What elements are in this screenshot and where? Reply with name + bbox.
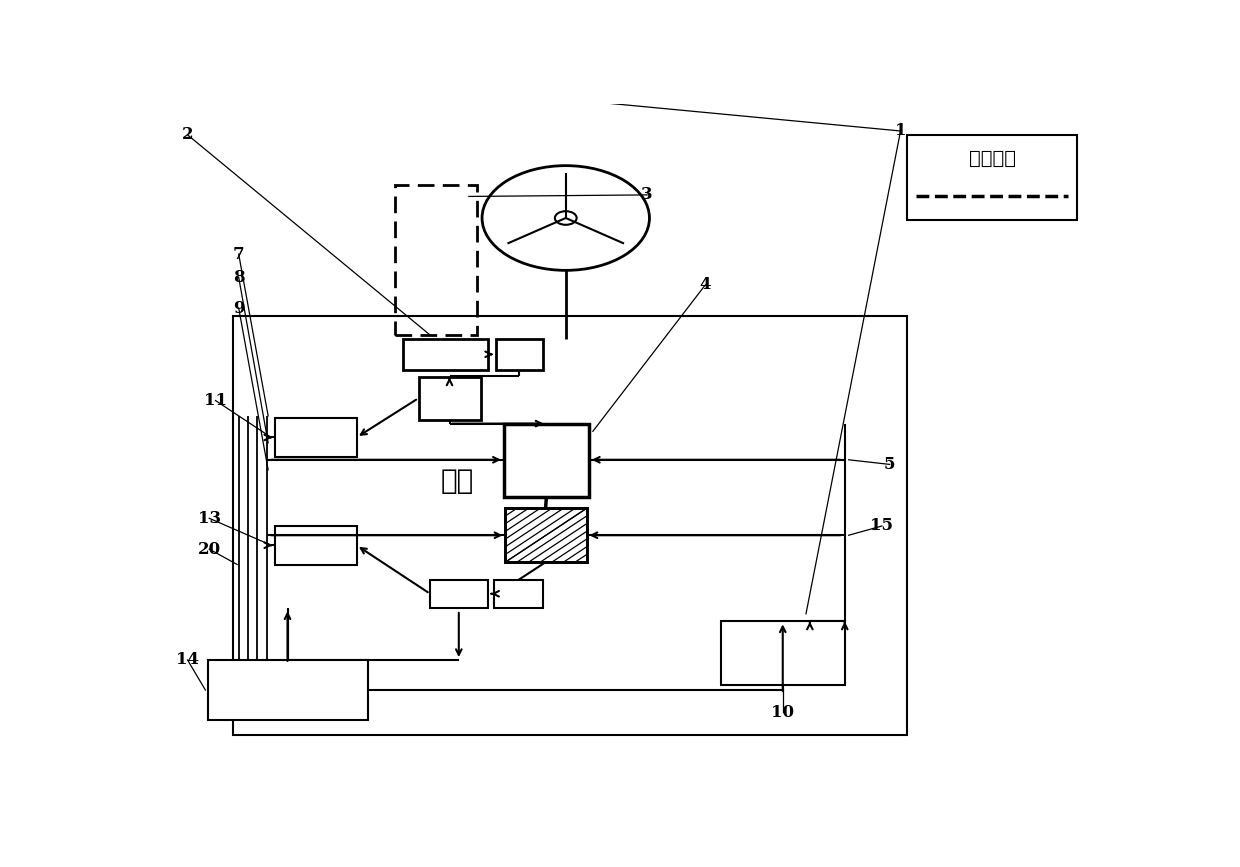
Text: 11: 11: [203, 392, 227, 409]
Bar: [430, 580, 489, 609]
Bar: [496, 339, 543, 369]
Text: 2: 2: [182, 127, 193, 143]
Bar: [396, 185, 476, 335]
Bar: [720, 622, 844, 686]
Text: 14: 14: [176, 651, 200, 668]
Bar: [403, 339, 489, 369]
Text: 9: 9: [233, 300, 244, 316]
Bar: [275, 526, 357, 564]
Text: 4: 4: [699, 277, 711, 294]
Bar: [906, 135, 1078, 219]
Text: 7: 7: [233, 245, 244, 263]
Ellipse shape: [482, 166, 650, 271]
Text: 台面: 台面: [440, 467, 474, 495]
Text: 1: 1: [895, 122, 906, 140]
Bar: [503, 424, 589, 497]
Text: 3: 3: [641, 186, 653, 204]
Text: 13: 13: [197, 510, 221, 527]
Bar: [506, 508, 587, 562]
Bar: [506, 508, 587, 562]
Bar: [495, 580, 543, 609]
Ellipse shape: [554, 212, 577, 225]
Text: 转向模式: 转向模式: [968, 149, 1016, 168]
Bar: [233, 316, 906, 735]
Text: 8: 8: [233, 269, 244, 286]
Bar: [207, 660, 368, 720]
Text: 15: 15: [870, 518, 894, 534]
Bar: [275, 418, 357, 457]
Text: 10: 10: [771, 704, 795, 720]
Text: 5: 5: [884, 456, 895, 473]
Text: 20: 20: [197, 541, 221, 557]
Bar: [419, 377, 481, 420]
